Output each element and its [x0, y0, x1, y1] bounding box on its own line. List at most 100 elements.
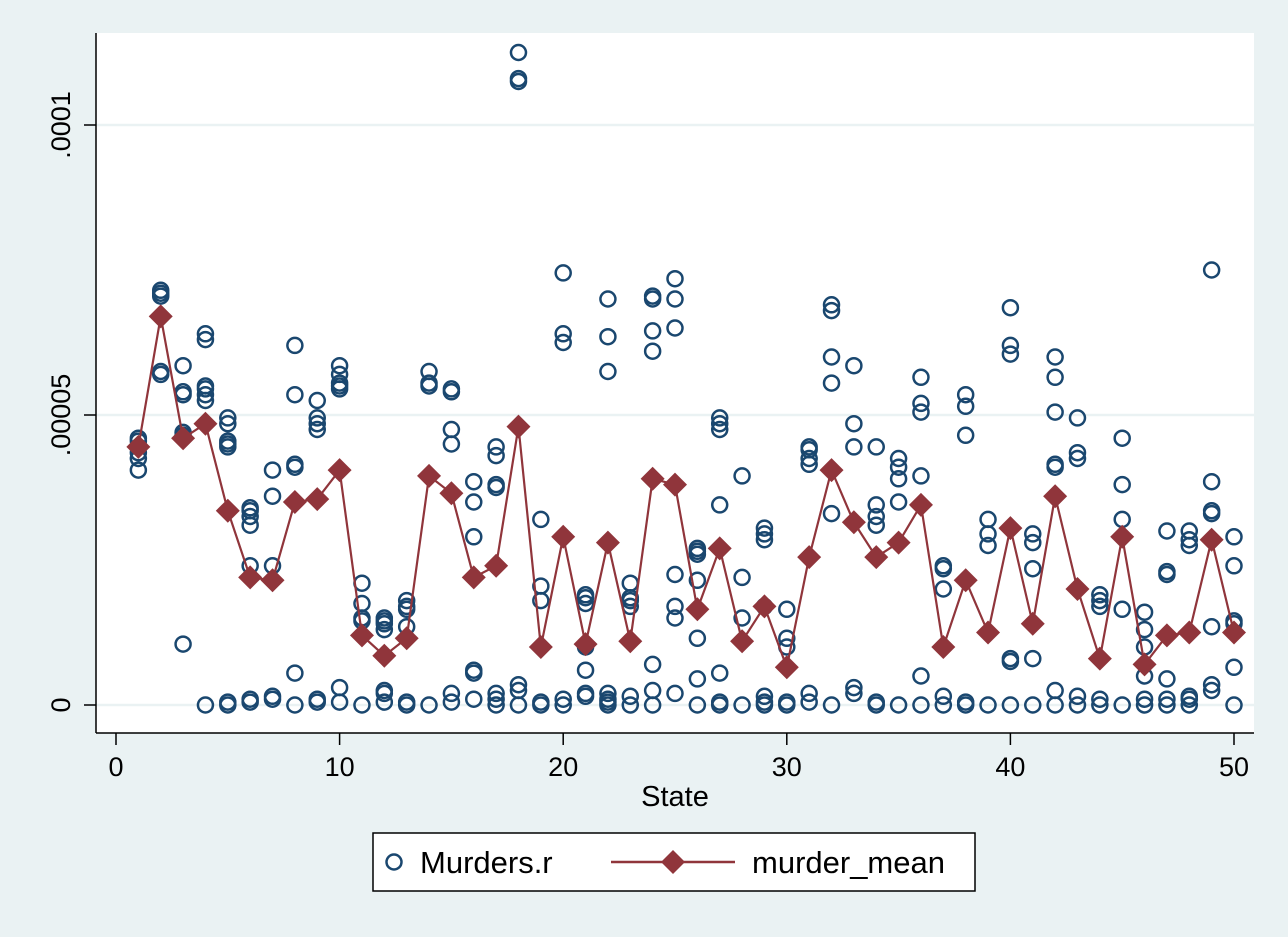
scatter-point — [934, 557, 953, 575]
mean-diamond — [1043, 484, 1068, 509]
scatter-point — [666, 319, 684, 337]
scatter-point — [375, 693, 394, 711]
scatter-point — [196, 696, 215, 714]
scatter-point — [286, 336, 304, 355]
scatter-point — [599, 362, 617, 381]
scatter-point — [1180, 522, 1199, 540]
scatter-point — [330, 356, 349, 375]
mean-diamond — [372, 643, 397, 668]
scatter-point — [822, 504, 841, 523]
mean-diamond — [797, 545, 822, 570]
scatter-point — [1158, 696, 1176, 714]
mean-diamond — [1132, 652, 1157, 677]
mean-diamond — [663, 472, 687, 497]
scatter-point — [1225, 557, 1243, 575]
scatter-point — [308, 414, 326, 433]
scatter-point — [800, 693, 818, 711]
scatter-point — [1068, 687, 1087, 706]
scatter-point — [241, 499, 259, 517]
scatter-point — [599, 327, 617, 346]
mean-diamond — [171, 426, 196, 451]
scatter-point — [643, 342, 662, 360]
scatter-point — [1202, 501, 1221, 520]
mean-diamond — [976, 620, 1001, 645]
scatter-point — [755, 687, 774, 706]
scatter-point — [666, 609, 684, 627]
scatter-point — [688, 571, 707, 590]
scatter-point — [397, 693, 416, 711]
scatter-point — [1046, 455, 1064, 474]
scatter-point — [576, 661, 595, 679]
scatter-point — [1158, 522, 1176, 540]
scatter-point — [219, 409, 237, 427]
mean-diamond — [1177, 620, 1202, 645]
scatter-point — [487, 475, 505, 494]
mean-diamond — [864, 545, 889, 570]
scatter-point — [867, 693, 885, 711]
scatter-point — [1113, 696, 1131, 714]
scatter-point — [1001, 696, 1020, 714]
scatter-point — [845, 414, 863, 433]
scatter-point — [1158, 690, 1176, 708]
mean-diamond — [841, 510, 866, 535]
scatter-point — [822, 696, 841, 714]
scatter-point — [1180, 530, 1199, 549]
scatter-point — [889, 493, 908, 511]
scatter-point — [509, 43, 528, 62]
scatter-point — [1001, 298, 1020, 317]
scatter-point — [219, 414, 237, 433]
mean-diamond — [886, 530, 911, 555]
mean-diamond — [707, 536, 732, 561]
scatter-point — [934, 696, 953, 714]
scatter-point — [1202, 681, 1221, 700]
scatter-point — [688, 539, 707, 558]
scatter-point — [822, 301, 841, 320]
y-axis-ticks: 0 .00005 .0001 — [46, 91, 96, 713]
scatter-point — [845, 684, 863, 703]
scatter-point — [889, 458, 908, 476]
mean-diamond — [126, 434, 151, 459]
scatter-point — [1024, 559, 1042, 578]
scatter-point — [800, 684, 818, 703]
scatter-point — [1225, 696, 1243, 714]
scatter-point — [465, 661, 483, 679]
scatter-point — [263, 487, 282, 505]
scatter-point — [1001, 649, 1020, 668]
scatter-point — [487, 696, 505, 714]
scatter-point — [1158, 670, 1176, 688]
scatter-point — [576, 684, 595, 703]
mean-diamond — [439, 481, 464, 506]
scatter-point — [1068, 449, 1087, 468]
scatter-point — [442, 420, 461, 439]
mean-diamond — [595, 530, 620, 555]
y-tick-label: 0 — [46, 697, 76, 712]
plot-area — [96, 33, 1254, 733]
mean-diamond — [953, 568, 978, 593]
scatter-point — [330, 374, 349, 392]
scatter-point — [420, 362, 438, 381]
scatter-point — [778, 693, 796, 711]
scatter-point — [554, 696, 572, 714]
mean-diamond — [908, 492, 933, 517]
y-tick-label: .00005 — [46, 374, 76, 457]
scatter-point — [554, 264, 572, 282]
scatter-point — [912, 368, 930, 387]
scatter-series — [129, 43, 1243, 714]
scatter-point — [286, 664, 304, 682]
scatter-point — [1068, 409, 1087, 427]
scatter-point — [465, 528, 483, 546]
scatter-point — [442, 380, 461, 398]
scatter-point — [1068, 696, 1087, 714]
scatter-point — [1024, 525, 1042, 543]
scatter-point — [912, 403, 930, 421]
scatter-point — [889, 470, 908, 488]
mean-diamond — [1065, 577, 1090, 601]
y-tick-label: .0001 — [46, 91, 76, 159]
scatter-point — [151, 281, 170, 300]
scatter-point — [1113, 600, 1131, 619]
mean-line-series — [126, 304, 1246, 680]
scatter-point — [733, 696, 751, 714]
scatter-point — [979, 510, 997, 529]
mean-diamond — [1110, 524, 1135, 549]
